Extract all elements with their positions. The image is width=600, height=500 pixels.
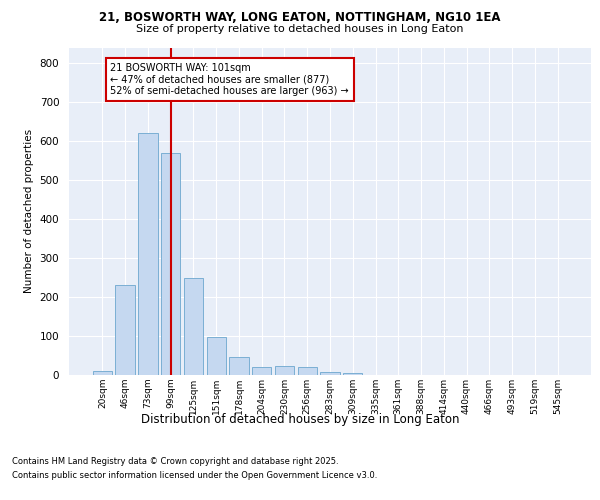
Text: Distribution of detached houses by size in Long Eaton: Distribution of detached houses by size …	[141, 412, 459, 426]
Bar	[138, 134, 158, 375]
Bar	[206, 337, 226, 375]
Text: 21, BOSWORTH WAY, LONG EATON, NOTTINGHAM, NG10 1EA: 21, BOSWORTH WAY, LONG EATON, NOTTINGHAM…	[99, 11, 501, 24]
Text: Size of property relative to detached houses in Long Eaton: Size of property relative to detached ho…	[136, 24, 464, 34]
Bar	[320, 372, 340, 375]
Text: 21 BOSWORTH WAY: 101sqm
← 47% of detached houses are smaller (877)
52% of semi-d: 21 BOSWORTH WAY: 101sqm ← 47% of detache…	[110, 63, 349, 96]
Text: Contains public sector information licensed under the Open Government Licence v3: Contains public sector information licen…	[12, 471, 377, 480]
Y-axis label: Number of detached properties: Number of detached properties	[24, 129, 34, 294]
Text: Contains HM Land Registry data © Crown copyright and database right 2025.: Contains HM Land Registry data © Crown c…	[12, 458, 338, 466]
Bar	[252, 367, 271, 375]
Bar	[115, 284, 135, 375]
Bar	[343, 373, 362, 375]
Bar	[275, 366, 294, 375]
Bar	[161, 153, 181, 375]
Bar	[93, 371, 112, 375]
Bar	[184, 278, 203, 375]
Bar	[229, 356, 248, 375]
Bar	[298, 367, 317, 375]
